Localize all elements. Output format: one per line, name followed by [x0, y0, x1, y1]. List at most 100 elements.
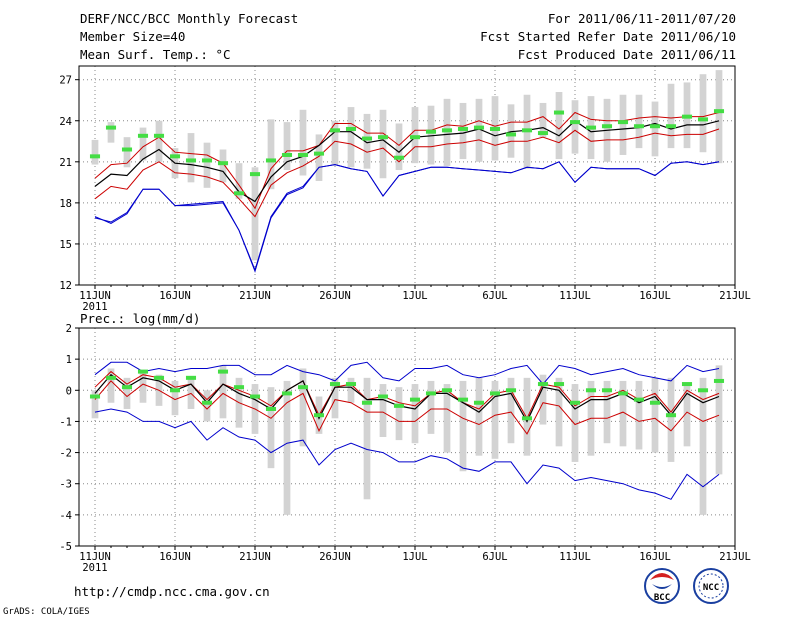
y-tick-label: 24 — [59, 116, 72, 128]
x-tick-label: 11JUN — [79, 551, 111, 563]
y-tick-label: 1 — [66, 354, 72, 366]
observed-marker — [121, 385, 133, 390]
observed-marker — [569, 400, 581, 405]
observed-marker — [681, 382, 693, 387]
ensemble-spread-box — [219, 365, 227, 419]
x-tick-label: 1JUL — [402, 290, 427, 302]
observed-marker — [681, 114, 693, 119]
observed-marker — [201, 400, 213, 405]
observed-marker — [585, 125, 597, 130]
observed-marker — [329, 128, 341, 133]
ensemble-spread-box — [155, 120, 163, 162]
observed-marker — [297, 385, 309, 390]
observed-marker — [537, 382, 549, 387]
ensemble-spread-box — [235, 163, 243, 199]
x-tick-label: 1JUL — [402, 551, 427, 563]
observed-marker — [537, 131, 549, 136]
x-tick-label: 21JUN — [239, 290, 271, 302]
ensemble-spread-box — [619, 380, 627, 447]
observed-marker — [409, 397, 421, 402]
ensemble-spread-box — [427, 380, 435, 434]
y-tick-label: 15 — [59, 239, 72, 251]
plot-frame — [78, 327, 736, 547]
ensemble-spread-box — [475, 377, 483, 456]
ensemble-spread-box — [459, 380, 467, 472]
observed-marker — [361, 400, 373, 405]
observed-marker — [137, 369, 149, 374]
observed-marker — [249, 172, 261, 177]
observed-marker — [233, 191, 245, 196]
ensemble-spread-box — [667, 377, 675, 462]
observed-marker — [489, 391, 501, 396]
y-tick-label: -2 — [59, 448, 72, 460]
x-tick-label: 11JUN — [79, 290, 111, 302]
observed-marker — [217, 369, 229, 374]
observed-marker — [89, 394, 101, 399]
observed-marker — [505, 132, 517, 137]
observed-marker — [409, 135, 421, 140]
precip-variable-label: Prec.: log(mm/d) — [80, 311, 200, 326]
observed-marker — [297, 152, 309, 157]
ensemble-spread-box — [699, 74, 707, 153]
observed-marker — [137, 133, 149, 138]
y-tick-label: 27 — [59, 75, 72, 87]
ensemble-spread-box — [267, 387, 275, 469]
ensemble-spread-box — [395, 387, 403, 441]
observed-marker — [313, 413, 325, 418]
x-tick-label: 21JUL — [719, 551, 751, 563]
observed-marker — [185, 375, 197, 380]
ensemble-spread-box — [107, 122, 115, 143]
ensemble-spread-box — [635, 380, 643, 450]
observed-marker — [169, 154, 181, 159]
observed-marker — [217, 161, 229, 166]
observed-marker — [713, 109, 725, 114]
x-tick-label: 16JUN — [159, 290, 191, 302]
ensemble-spread-box — [91, 139, 99, 165]
series-upper-spread — [94, 370, 720, 420]
observed-marker — [233, 385, 245, 390]
x-year-label: 2011 — [82, 562, 107, 574]
ensemble-spread-box — [411, 107, 419, 164]
observed-marker — [185, 158, 197, 163]
observed-marker — [425, 391, 437, 396]
y-tick-label: 12 — [59, 280, 72, 292]
ensemble-spread-box — [651, 377, 659, 453]
observed-marker — [153, 375, 165, 380]
x-tick-label: 6JUL — [482, 290, 507, 302]
ensemble-spread-box — [395, 123, 403, 171]
series-ensemble-min — [94, 408, 720, 500]
ensemble-spread-box — [187, 133, 195, 183]
observed-marker — [585, 388, 597, 393]
observed-marker — [633, 124, 645, 129]
ensemble-spread-box — [507, 104, 515, 158]
series-lower-spread — [94, 128, 720, 218]
observed-marker — [601, 388, 613, 393]
observed-marker — [601, 124, 613, 129]
observed-marker — [521, 416, 533, 421]
series-ensemble-mean — [94, 373, 720, 423]
ensemble-spread-box — [379, 109, 387, 179]
x-tick-label: 21JUN — [239, 551, 271, 563]
ensemble-spread-box — [331, 120, 339, 165]
ensemble-spread-box — [715, 70, 723, 164]
ensemble-spread-box — [443, 98, 451, 166]
y-tick-label: 21 — [59, 157, 72, 169]
ensemble-spread-box — [427, 105, 435, 165]
x-tick-label: 16JUL — [639, 290, 671, 302]
ensemble-spread-box — [331, 377, 339, 419]
observed-marker — [153, 133, 165, 138]
bcc-logo-text: BCC — [654, 593, 670, 603]
variable-label: Mean Surf. Temp.: °C — [80, 47, 231, 62]
observed-marker — [313, 151, 325, 156]
observed-marker — [553, 110, 565, 115]
observed-marker — [425, 129, 437, 134]
ensemble-spread-box — [299, 109, 307, 176]
observed-marker — [201, 158, 213, 163]
ensemble-spread-box — [139, 127, 147, 161]
observed-marker — [473, 125, 485, 130]
series-ensemble-min — [94, 161, 720, 273]
ensemble-spread-box — [459, 102, 467, 160]
ensemble-spread-box — [347, 377, 355, 403]
source-url[interactable]: http://cmdp.ncc.cma.gov.cn — [74, 584, 270, 599]
